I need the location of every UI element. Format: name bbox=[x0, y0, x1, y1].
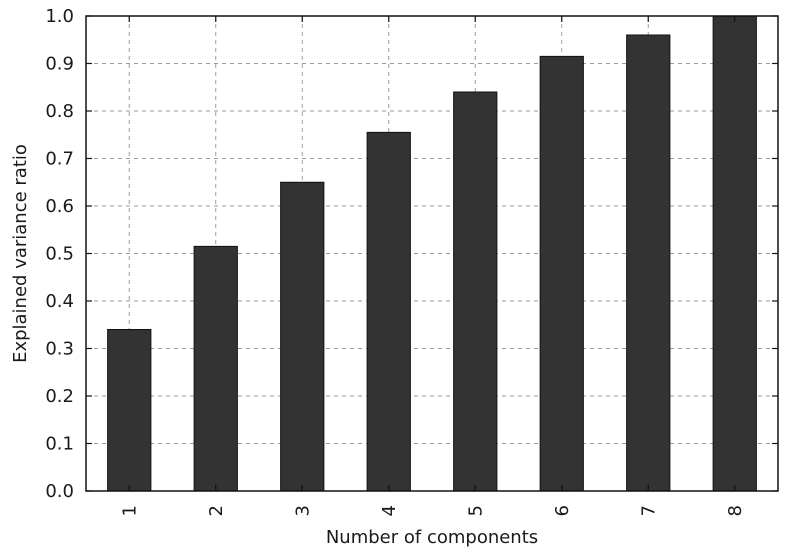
bar-5 bbox=[453, 91, 498, 492]
x-tick-label: 5 bbox=[465, 505, 486, 516]
plot-frame bbox=[85, 15, 779, 492]
bar-1 bbox=[107, 329, 152, 492]
x-axis-label: Number of components bbox=[326, 527, 538, 548]
grid bbox=[86, 16, 778, 491]
bar-3 bbox=[280, 181, 325, 492]
y-tick-label: 0.0 bbox=[45, 481, 74, 502]
y-tick-label: 0.8 bbox=[45, 101, 74, 122]
bars bbox=[107, 15, 757, 492]
x-tick-labels: 1 2 3 4 5 6 7 8 bbox=[119, 505, 746, 516]
y-axis-label: Explained variance ratio bbox=[10, 144, 31, 363]
x-tick-label: 8 bbox=[725, 505, 746, 516]
y-tick-labels: 0.0 0.1 0.2 0.3 0.4 0.5 0.6 0.7 0.8 0.9 1.0 bbox=[45, 6, 74, 502]
y-tick-label: 0.3 bbox=[45, 339, 74, 360]
bar-6 bbox=[539, 55, 584, 492]
bar-4 bbox=[366, 131, 411, 492]
y-tick-label: 1.0 bbox=[45, 6, 74, 27]
x-tick-label: 7 bbox=[638, 505, 659, 516]
y-tick-label: 0.4 bbox=[45, 291, 74, 312]
x-tick-label: 2 bbox=[206, 505, 227, 516]
y-tick-label: 0.7 bbox=[45, 149, 74, 170]
x-tick-label: 4 bbox=[379, 505, 400, 516]
y-tick-label: 0.1 bbox=[45, 434, 74, 455]
y-tick-label: 0.2 bbox=[45, 386, 74, 407]
x-tick-label: 1 bbox=[119, 505, 140, 516]
bar-7 bbox=[626, 34, 671, 492]
x-tick-label: 6 bbox=[552, 505, 573, 516]
x-tick-label: 3 bbox=[292, 505, 313, 516]
y-tick-label: 0.5 bbox=[45, 244, 74, 265]
y-tick-label: 0.9 bbox=[45, 54, 74, 75]
y-tick-label: 0.6 bbox=[45, 196, 74, 217]
bar-2 bbox=[193, 245, 238, 492]
bar-8 bbox=[712, 15, 757, 492]
